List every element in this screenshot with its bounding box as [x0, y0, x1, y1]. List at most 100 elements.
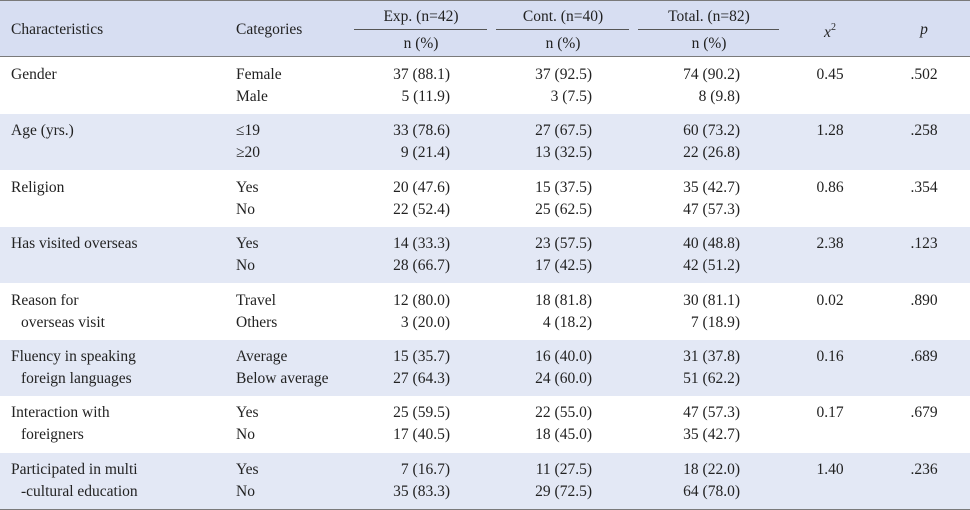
exp-value: 7 (16.7) — [400, 460, 450, 478]
characteristic: Has visited overseas — [11, 235, 138, 253]
total-value: 18 (22.0) — [683, 460, 740, 478]
chi-square-value: 0.02 — [816, 291, 844, 309]
cont-value: 11 (27.5) — [535, 460, 592, 478]
cont-value: 3 (7.5) — [550, 88, 592, 105]
p-value: .689 — [910, 348, 938, 365]
characteristic-cont: -cultural education — [21, 482, 138, 500]
p-value: .502 — [910, 66, 938, 83]
p-value: .236 — [910, 460, 938, 478]
table-row: Age (yrs.) ≤19 ≥20 33 (78.6) 9 (21.4) 27 (67.… — [0, 114, 970, 171]
exp-value: 17 (40.5) — [393, 426, 450, 444]
table-row: Fluency in speaking foreign languages Aver… — [0, 340, 970, 396]
p-value: .123 — [910, 235, 938, 253]
p-value: .890 — [910, 291, 938, 309]
category: Male — [236, 88, 268, 105]
cont-value: 18 (45.0) — [535, 426, 592, 444]
total-value: 7 (18.9) — [690, 313, 740, 331]
exp-value: 27 (64.3) — [393, 370, 450, 387]
category: Female — [236, 66, 282, 83]
total-value: 64 (78.0) — [683, 482, 740, 500]
chi-square-value: 0.17 — [816, 404, 844, 422]
category: No — [236, 257, 255, 275]
category: ≤19 — [236, 122, 261, 140]
category: Travel — [236, 291, 276, 309]
chi-square-value: 0.16 — [816, 348, 844, 365]
category: No — [236, 426, 255, 444]
table-row: Interaction with foreigners Yes No 25 (59.5)… — [0, 396, 970, 452]
table-row: Has visited overseas Yes No 14 (33.3) 28 (66… — [0, 227, 970, 284]
total-value: 30 (81.1) — [683, 291, 740, 309]
header-total: Total. (n=82) — [668, 8, 750, 25]
category: Yes — [236, 235, 259, 253]
characteristic-cont: foreigners — [21, 426, 84, 444]
characteristic: Fluency in speaking — [11, 348, 136, 365]
category: Below average — [236, 370, 329, 387]
exp-value: 12 (80.0) — [393, 291, 450, 309]
chi-square-value: 1.40 — [816, 460, 844, 478]
category: Yes — [236, 404, 259, 422]
header-exp-npct: n (%) — [403, 35, 439, 52]
exp-value: 33 (78.6) — [393, 122, 450, 140]
header-chi-square: x2 — [824, 22, 836, 41]
table-row: Participated in multi -cultural education… — [0, 452, 970, 509]
cont-value: 23 (57.5) — [535, 235, 592, 253]
exp-value: 9 (21.4) — [400, 144, 450, 162]
category: Average — [236, 348, 288, 365]
total-value: 22 (26.8) — [683, 144, 740, 162]
exp-value: 14 (33.3) — [393, 235, 450, 253]
exp-value: 3 (20.0) — [400, 313, 450, 331]
characteristic-cont: foreign languages — [21, 370, 132, 387]
characteristic: Participated in multi — [11, 460, 138, 478]
p-value: .258 — [910, 122, 938, 140]
characteristic: Religion — [11, 178, 65, 196]
total-value: 42 (51.2) — [683, 257, 740, 275]
category: No — [236, 482, 255, 500]
total-value: 35 (42.7) — [683, 426, 740, 444]
exp-value: 15 (35.7) — [393, 348, 450, 365]
total-value: 8 (9.8) — [698, 88, 740, 105]
total-value: 31 (37.8) — [683, 348, 740, 365]
header-categories: Categories — [236, 21, 303, 38]
exp-value: 5 (11.9) — [401, 88, 451, 105]
characteristic: Age (yrs.) — [11, 122, 74, 140]
header-exp: Exp. (n=42) — [383, 8, 459, 25]
table-row: Gender Female Male 37 (88.1) 5 (11.9) 37 (92.… — [0, 58, 970, 114]
total-value: 47 (57.3) — [683, 404, 740, 422]
category: Yes — [236, 178, 259, 196]
category: No — [236, 200, 255, 218]
header-cont: Cont. (n=40) — [522, 8, 604, 25]
exp-value: 20 (47.6) — [393, 178, 450, 196]
header-p: p — [920, 21, 928, 38]
cont-value: 13 (32.5) — [535, 144, 592, 162]
exp-value: 25 (59.5) — [393, 404, 450, 422]
characteristic: Reason for — [11, 291, 79, 309]
exp-value: 35 (83.3) — [393, 482, 450, 500]
chi-square-value: 0.86 — [816, 178, 844, 196]
total-value: 35 (42.7) — [683, 178, 740, 196]
cont-value: 25 (62.5) — [535, 200, 592, 218]
chi-square-value: 2.38 — [816, 235, 844, 253]
characteristic: Gender — [11, 66, 57, 83]
cont-value: 29 (72.5) — [535, 482, 592, 500]
category: ≥20 — [236, 144, 261, 162]
total-value: 51 (62.2) — [683, 370, 740, 387]
exp-value: 28 (66.7) — [393, 257, 450, 275]
exp-value: 22 (52.4) — [393, 200, 450, 218]
category: Yes — [236, 460, 259, 478]
cont-value: 37 (92.5) — [535, 66, 592, 83]
cont-value: 16 (40.0) — [535, 348, 592, 365]
cont-group-rule — [496, 29, 629, 30]
characteristic: Interaction with — [11, 404, 110, 422]
total-value: 60 (73.2) — [683, 122, 740, 140]
p-value: .354 — [910, 178, 938, 196]
total-value: 47 (57.3) — [683, 200, 740, 218]
total-value: 40 (48.8) — [683, 235, 740, 253]
total-group-rule — [638, 29, 779, 30]
cont-value: 17 (42.5) — [535, 257, 592, 275]
table-row: Reason for overseas visit Travel Others 12 (… — [0, 284, 970, 340]
header-cont-npct: n (%) — [545, 35, 581, 52]
chi-square-value: 1.28 — [816, 122, 844, 140]
table-header: Characteristics Categories Exp. (n=42) n… — [0, 0, 970, 57]
cont-value: 15 (37.5) — [535, 178, 592, 196]
